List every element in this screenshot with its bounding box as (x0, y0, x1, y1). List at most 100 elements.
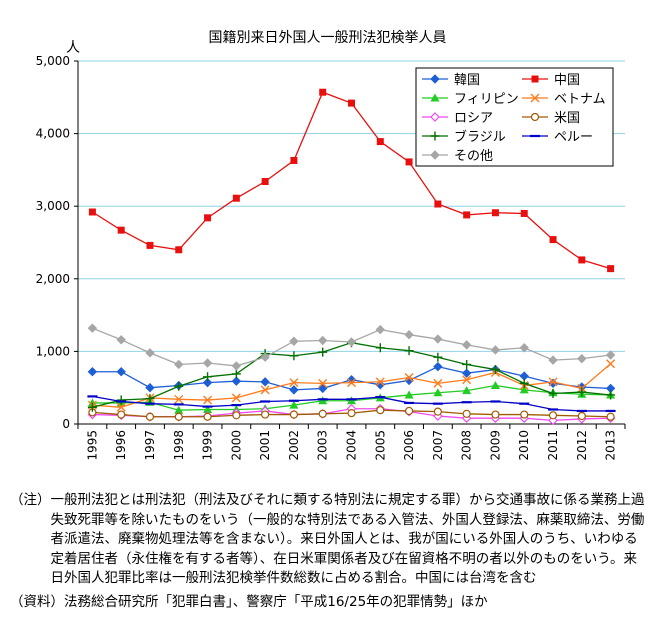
x-tick-label: 2000 (229, 430, 243, 461)
data-point (117, 410, 126, 419)
data-point (433, 407, 442, 416)
legend-label: ブラジル (454, 129, 506, 145)
data-point (607, 265, 615, 273)
note-head: （注） (10, 492, 51, 508)
data-point (519, 378, 529, 388)
data-point (577, 411, 586, 421)
y-tick-label: 2,000 (36, 272, 70, 286)
legend-swatch-marker (430, 112, 440, 122)
data-point (577, 387, 587, 397)
legend-swatch-marker (530, 93, 540, 103)
data-point (462, 409, 471, 418)
note-body: 一般刑法犯とは刑法犯（刑法及びそれに類する特別法に規定する罪）から交通事故に係る… (50, 492, 645, 586)
data-point (203, 412, 212, 421)
data-point (88, 208, 96, 216)
data-point (87, 323, 98, 333)
x-tick-label: 1997 (143, 430, 157, 461)
data-point (232, 194, 240, 202)
data-point (289, 400, 299, 409)
data-point (404, 390, 414, 399)
data-point (346, 337, 357, 347)
x-tick-label: 2003 (316, 430, 330, 461)
legend-label: フィリピン (454, 92, 519, 107)
data-point (347, 378, 356, 388)
data-point (462, 386, 472, 395)
data-point (318, 378, 328, 388)
series-lines (87, 88, 616, 426)
data-point (261, 410, 270, 419)
data-point (174, 394, 184, 404)
source-note: （資料）法務総合研究所「犯罪白書」、警察庁「平成16/25年の犯罪情勢」ほか (10, 593, 488, 610)
data-point (319, 88, 327, 96)
data-point (433, 334, 443, 344)
data-point (405, 158, 413, 166)
data-point (87, 402, 97, 412)
data-point (549, 236, 557, 244)
data-point (203, 404, 213, 413)
data-point (346, 375, 357, 385)
data-point (433, 378, 443, 388)
data-point (548, 389, 558, 399)
data-point (548, 377, 558, 387)
data-point (490, 365, 500, 375)
y-tick-label: 0 (62, 417, 70, 431)
x-tick-label: 2001 (258, 430, 272, 461)
x-tick-label: 2013 (604, 430, 618, 461)
data-point (116, 367, 126, 377)
legend-item: その他 (422, 149, 493, 164)
legend-swatch-marker (430, 74, 440, 84)
series-7 (87, 395, 616, 413)
data-point (605, 350, 616, 360)
data-point (404, 406, 414, 416)
data-point (174, 412, 183, 421)
data-point (261, 178, 269, 186)
data-point (404, 346, 414, 356)
y-tick-label: 1,000 (36, 344, 70, 358)
y-tick-label: 4,000 (36, 127, 70, 141)
series-5 (88, 406, 615, 421)
x-tick-label: 2005 (373, 430, 387, 461)
legend-label: ペルー (554, 130, 593, 145)
chart-title: 国籍別来日外国人一般刑法犯検挙人員 (208, 30, 447, 46)
data-point (433, 352, 443, 362)
data-point (231, 376, 242, 386)
footnotes: （注） 一般刑法犯とは刑法犯（刑法及びそれに類する特別法に規定する罪）から交通事… (10, 491, 650, 612)
data-point (87, 398, 97, 407)
data-point (260, 385, 270, 395)
data-point (375, 324, 385, 335)
x-tick-label: 2008 (460, 430, 474, 461)
data-point (376, 406, 385, 415)
data-point (289, 385, 299, 395)
x-tick-label: 2012 (575, 430, 589, 461)
data-point (433, 388, 443, 397)
data-point (463, 211, 471, 219)
data-point (175, 246, 183, 254)
legend-item: 米国 (522, 111, 580, 126)
legend-swatch-marker (430, 131, 440, 141)
data-point (260, 352, 270, 362)
data-point (548, 411, 558, 420)
x-tick-label: 1996 (114, 430, 128, 461)
series-8 (87, 323, 616, 371)
data-point (462, 375, 472, 385)
x-tick-label: 2011 (546, 430, 560, 461)
legend-label: 中国 (554, 73, 580, 88)
data-point (289, 378, 299, 388)
data-point (461, 340, 472, 350)
data-point (318, 409, 327, 418)
x-tick-label: 1995 (85, 430, 99, 461)
data-point (548, 378, 558, 389)
y-tick-label: 5,000 (36, 54, 70, 68)
data-point (202, 358, 213, 368)
data-point (519, 385, 529, 394)
data-point (318, 347, 328, 357)
data-point (203, 395, 213, 405)
data-point (375, 380, 385, 390)
legend-item: ブラジル (422, 129, 506, 145)
legend-item: ロシア (422, 111, 493, 126)
data-point (577, 353, 587, 364)
legend-label: 米国 (554, 111, 580, 126)
data-point (289, 410, 299, 419)
data-point (490, 381, 500, 390)
